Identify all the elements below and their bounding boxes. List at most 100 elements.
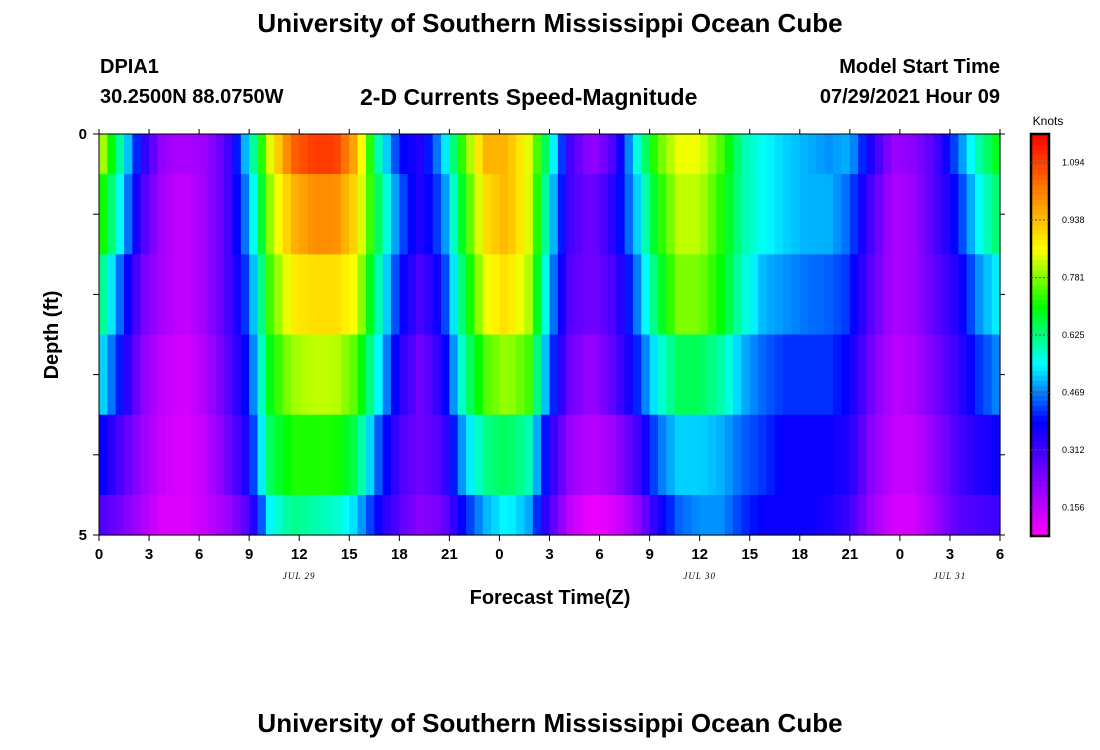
heatmap-cell [883, 494, 893, 536]
heatmap-cell [499, 174, 509, 255]
heatmap-cell [299, 174, 309, 255]
heatmap-cell [833, 134, 843, 175]
heatmap-cell [799, 174, 809, 255]
colorbar-segment [1031, 450, 1049, 457]
heatmap-cell [307, 334, 317, 416]
heatmap-cell [966, 174, 976, 255]
heatmap-cell [566, 494, 576, 536]
colorbar-segment [1031, 304, 1049, 311]
heatmap-cell [891, 134, 901, 175]
heatmap-cell [165, 334, 175, 416]
heatmap-cell [816, 174, 826, 255]
heatmap-cell [99, 254, 108, 336]
colorbar-tick-label: 0.469 [1062, 387, 1085, 397]
heatmap-cell [591, 414, 601, 496]
heatmap-cell [674, 174, 684, 255]
heatmap-cell [849, 334, 859, 416]
heatmap-cell [849, 134, 859, 175]
heatmap-cell [274, 414, 284, 496]
heatmap-cell [858, 174, 868, 255]
heatmap-cell [157, 134, 167, 175]
heatmap-cell [582, 334, 592, 416]
colorbar-segment [1031, 380, 1049, 386]
heatmap-cell [224, 134, 234, 175]
heatmap-cell [666, 494, 676, 536]
heatmap-cell [733, 174, 742, 255]
heatmap-cell [666, 254, 676, 336]
heatmap-cell [949, 174, 959, 255]
heatmap-cell [232, 134, 242, 175]
heatmap-cell [199, 494, 209, 536]
heatmap-cell [691, 254, 701, 336]
heatmap-cell [449, 174, 459, 255]
heatmap-cell [599, 174, 609, 255]
heatmap-cell [632, 174, 642, 255]
colorbar-segment [1031, 144, 1049, 150]
heatmap-cell [132, 254, 142, 336]
heatmap-cell [958, 254, 968, 336]
heatmap-cell [824, 494, 834, 536]
heatmap-cell [457, 494, 467, 536]
heatmap-cell [632, 134, 642, 175]
heatmap-cell [532, 334, 542, 416]
x-tick-label: 12 [691, 546, 708, 563]
date-label: JUL 31 [934, 571, 967, 581]
heatmap-cell [833, 334, 843, 416]
heatmap-cell [816, 334, 826, 416]
colorbar-segment [1031, 294, 1049, 301]
heatmap-cell [958, 414, 968, 496]
heatmap-cell [499, 414, 509, 496]
colorbar-segment [1031, 264, 1049, 271]
heatmap-cell [299, 414, 309, 496]
heatmap-cell [157, 414, 167, 496]
heatmap-cell [340, 414, 350, 496]
heatmap-cell [783, 414, 793, 496]
heatmap-cell [741, 414, 751, 496]
x-tick-label: 12 [291, 546, 308, 563]
heatmap-cell [441, 494, 450, 536]
heatmap-cell [340, 174, 350, 255]
heatmap-cell [908, 174, 918, 255]
heatmap-cell [466, 254, 476, 336]
heatmap-cell [499, 254, 509, 336]
x-tick-label: 9 [645, 546, 653, 563]
heatmap-cell [682, 414, 692, 496]
heatmap-cell [516, 494, 526, 536]
heatmap-cell [783, 254, 793, 336]
heatmap-cell [733, 134, 742, 175]
heatmap-cell [157, 494, 167, 536]
heatmap-cell [299, 494, 309, 536]
heatmap-cell [749, 334, 759, 416]
heatmap-cell [649, 334, 659, 416]
heatmap-cell [808, 494, 818, 536]
x-tick-label: 15 [741, 546, 758, 563]
heatmap-cell [949, 494, 959, 536]
heatmap-cell [682, 254, 692, 336]
heatmap-cell [766, 254, 776, 336]
colorbar-segment [1031, 445, 1049, 452]
heatmap-cell [324, 494, 334, 536]
heatmap-cell [774, 494, 784, 536]
heatmap-cell [382, 334, 392, 416]
colorbar-segment [1031, 324, 1049, 331]
heatmap-cell [507, 254, 517, 336]
y-tick-label: 5 [79, 527, 87, 544]
heatmap-cell [574, 254, 584, 336]
heatmap-cell [357, 414, 367, 496]
heatmap-cell [841, 494, 851, 536]
heatmap-cell [340, 254, 350, 336]
heatmap-cell [991, 334, 1001, 416]
colorbar-segment [1031, 480, 1049, 487]
date-label: JUL 30 [683, 571, 716, 581]
colorbar-label: Knots [1033, 114, 1064, 128]
heatmap-cell [390, 254, 400, 336]
heatmap-cell [699, 134, 709, 175]
colorbar-segment [1031, 430, 1049, 437]
heatmap-cell [324, 174, 334, 255]
heatmap-cell [466, 174, 476, 255]
y-tick-label: 0 [79, 126, 87, 143]
heatmap-cell [199, 134, 209, 175]
heatmap-cell [791, 174, 801, 255]
heatmap-cell [332, 254, 342, 336]
